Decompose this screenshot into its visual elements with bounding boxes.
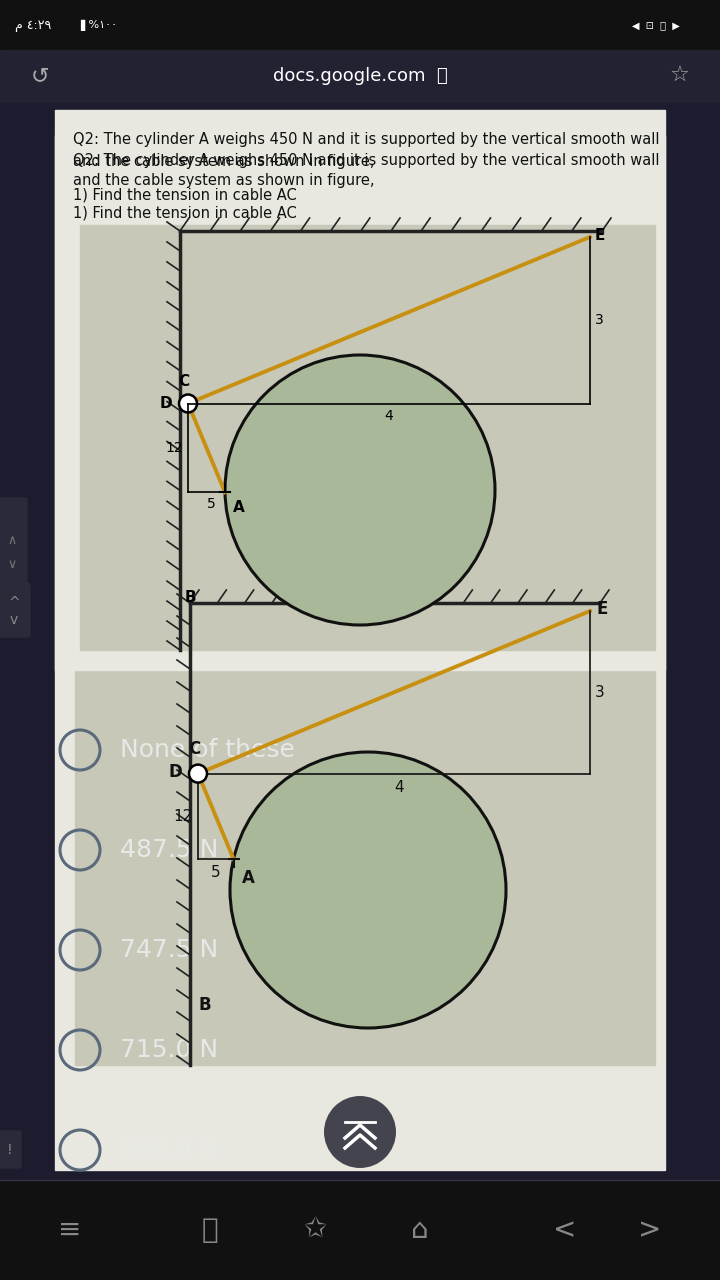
Text: 487.5 N: 487.5 N xyxy=(120,838,218,861)
Text: ^: ^ xyxy=(8,595,20,609)
Circle shape xyxy=(324,1096,396,1167)
Text: ⌂: ⌂ xyxy=(411,1216,429,1244)
Text: <: < xyxy=(553,1216,577,1244)
Text: ∧: ∧ xyxy=(7,534,17,547)
Text: D: D xyxy=(168,763,182,781)
Text: 715.0 N: 715.0 N xyxy=(120,1038,218,1062)
Circle shape xyxy=(179,394,197,412)
Text: 585.0 N: 585.0 N xyxy=(120,1138,218,1162)
Text: C: C xyxy=(188,740,200,758)
Text: E: E xyxy=(596,600,608,618)
Text: B: B xyxy=(199,996,212,1014)
Text: and the cable system as shown in figure,: and the cable system as shown in figure, xyxy=(73,154,374,169)
Text: ↺: ↺ xyxy=(31,67,49,86)
Text: ⬜: ⬜ xyxy=(202,1216,218,1244)
Text: ∨: ∨ xyxy=(7,558,17,571)
Text: ☆: ☆ xyxy=(670,67,690,86)
Text: ≡: ≡ xyxy=(58,1216,81,1244)
Text: 747.5 N: 747.5 N xyxy=(120,938,218,963)
Text: C: C xyxy=(179,375,189,389)
Text: م ٤:٢٩: م ٤:٢٩ xyxy=(15,18,51,32)
Text: A: A xyxy=(233,500,245,516)
Text: 1) Find the tension in cable AC: 1) Find the tension in cable AC xyxy=(73,188,297,204)
FancyBboxPatch shape xyxy=(0,1132,21,1167)
Circle shape xyxy=(189,764,207,782)
Text: ◀  ⊡  ⓥ  ▶: ◀ ⊡ ⓥ ▶ xyxy=(632,20,680,29)
Bar xyxy=(0,0,720,50)
Text: docs.google.com  🔒: docs.google.com 🔒 xyxy=(273,67,447,84)
Text: A: A xyxy=(241,869,254,887)
Circle shape xyxy=(230,751,506,1028)
FancyBboxPatch shape xyxy=(0,582,30,637)
Text: 3: 3 xyxy=(595,685,605,700)
Text: E: E xyxy=(595,228,606,242)
Circle shape xyxy=(225,355,495,625)
Bar xyxy=(0,50,720,102)
Text: 5: 5 xyxy=(207,498,216,511)
Text: ▌%١٠٠: ▌%١٠٠ xyxy=(80,19,117,31)
Text: None of these: None of these xyxy=(120,739,295,762)
Bar xyxy=(75,595,655,1065)
Text: 12: 12 xyxy=(174,809,193,824)
Bar xyxy=(55,134,665,669)
Text: 3: 3 xyxy=(595,314,604,328)
Text: 4: 4 xyxy=(394,780,404,795)
Text: 1) Find the tension in cable AC: 1) Find the tension in cable AC xyxy=(73,205,297,220)
Text: >: > xyxy=(639,1216,662,1244)
Text: v: v xyxy=(10,613,18,627)
Text: 12: 12 xyxy=(166,440,183,454)
Text: and the cable system as shown in figure,: and the cable system as shown in figure, xyxy=(73,173,374,188)
FancyBboxPatch shape xyxy=(0,498,27,591)
Text: Q2: The cylinder A weighs 450 N and it is supported by the vertical smooth wall: Q2: The cylinder A weighs 450 N and it i… xyxy=(73,154,660,168)
Text: ✩: ✩ xyxy=(303,1216,327,1244)
Text: B: B xyxy=(185,590,197,605)
Bar xyxy=(0,1180,720,1280)
Text: 5: 5 xyxy=(211,865,220,879)
Bar xyxy=(55,110,665,1170)
Text: Q2: The cylinder A weighs 450 N and it is supported by the vertical smooth wall: Q2: The cylinder A weighs 450 N and it i… xyxy=(73,132,660,147)
Text: 4: 4 xyxy=(384,408,393,422)
Text: !: ! xyxy=(7,1143,13,1157)
Text: D: D xyxy=(159,396,172,411)
Bar xyxy=(80,225,655,650)
